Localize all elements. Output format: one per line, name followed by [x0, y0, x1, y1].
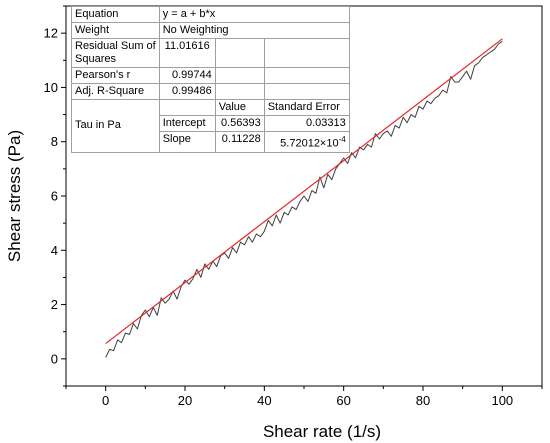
- table-row: Pearson's r 0.99744: [71, 67, 350, 84]
- table-row: Tau in Pa Value Standard Error: [71, 99, 350, 153]
- x-tick-label: 40: [257, 393, 271, 408]
- table-row: Weight No Weighting: [71, 22, 350, 39]
- fit-line: [105, 38, 503, 345]
- empty-cell: [263, 38, 350, 68]
- rss-label: Residual Sum of Squares: [71, 38, 160, 68]
- slope-value: 0.11228: [214, 131, 265, 153]
- y-axis-title: Shear stress (Pa): [5, 130, 24, 262]
- y-axis: 0 2 4 6 8 10 12: [44, 5, 66, 387]
- empty-cell: [158, 99, 216, 116]
- x-tick-label: 60: [336, 393, 350, 408]
- y-tick-label: 2: [51, 297, 58, 312]
- pearson-value: 0.99744: [158, 67, 216, 84]
- x-tick-label: 100: [491, 393, 513, 408]
- y-tick-label: 8: [51, 134, 58, 149]
- x-tick-label: 20: [178, 393, 192, 408]
- empty-cell: [263, 83, 350, 100]
- slope-stderr-exponent: -4: [338, 135, 346, 144]
- rss-value: 11.01616: [158, 38, 216, 68]
- slope-label: Slope: [158, 131, 216, 153]
- x-axis: 0 20 40 60 80 100: [65, 386, 543, 408]
- slope-stderr: 5.72012×10-4: [263, 131, 350, 153]
- measured-series-line: [105, 40, 503, 358]
- intercept-stderr: 0.03313: [263, 115, 350, 132]
- table-row: Residual Sum of Squares 11.01616: [71, 38, 350, 68]
- equation-label: Equation: [71, 6, 160, 23]
- series-layer: [105, 38, 503, 358]
- empty-cell: [214, 67, 265, 84]
- table-row: Equation y = a + b*x: [71, 6, 350, 23]
- adj-r2-label: Adj. R-Square: [71, 83, 160, 100]
- table-row: Slope 0.11228 5.72012×10-4: [72, 131, 350, 153]
- y-tick-label: 4: [51, 243, 58, 258]
- x-axis-title: Shear rate (1/s): [263, 422, 381, 441]
- equation-value: y = a + b*x: [158, 6, 350, 23]
- empty-cell: [214, 83, 265, 100]
- pearson-label: Pearson's r: [71, 67, 160, 84]
- adj-r2-value: 0.99486: [158, 83, 216, 100]
- empty-cell: [263, 67, 350, 84]
- stderr-header: Standard Error: [263, 99, 350, 116]
- fit-results-table: Equation y = a + b*x Weight No Weighting…: [71, 6, 350, 153]
- y-tick-label: 12: [44, 26, 58, 41]
- empty-cell: [214, 38, 265, 68]
- intercept-value: 0.56393: [214, 115, 265, 132]
- x-tick-label: 80: [416, 393, 430, 408]
- weight-value: No Weighting: [158, 22, 350, 39]
- y-tick-label: 6: [51, 189, 58, 204]
- rss-label-line1: Residual Sum of: [75, 40, 156, 52]
- weight-label: Weight: [71, 22, 160, 39]
- intercept-label: Intercept: [158, 115, 216, 132]
- y-tick-label: 0: [51, 351, 58, 366]
- y-tick-label: 10: [44, 80, 58, 95]
- group-label: Tau in Pa: [71, 99, 160, 153]
- value-header: Value: [214, 99, 265, 116]
- rss-label-line2: Squares: [75, 53, 116, 65]
- slope-stderr-mantissa: 5.72012×10: [280, 137, 339, 150]
- table-row: Intercept 0.56393 0.03313: [72, 115, 350, 132]
- table-row: Adj. R-Square 0.99486: [71, 83, 350, 100]
- x-tick-label: 0: [102, 393, 109, 408]
